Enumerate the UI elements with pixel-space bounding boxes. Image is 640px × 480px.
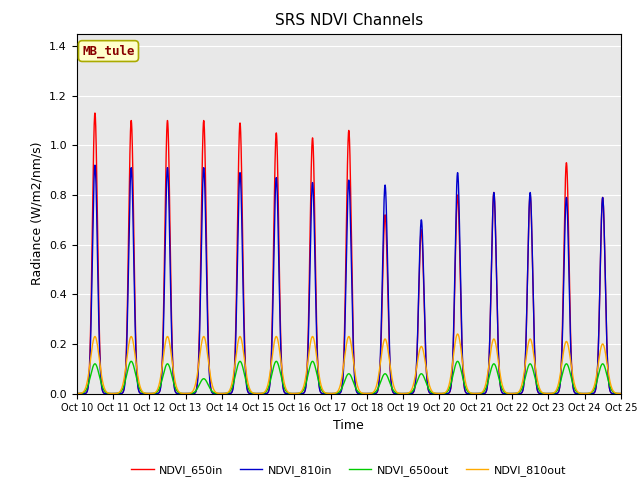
NDVI_650in [424,384,431,390]
NDVI_650in [615,391,623,396]
Title: SRS NDVI Channels: SRS NDVI Channels [275,13,423,28]
NDVI_810in [184,391,191,396]
NDVI_810out [73,391,81,396]
NDVI_650out [189,390,197,396]
Line: NDVI_810in: NDVI_810in [77,165,621,394]
Text: MB_tule: MB_tule [82,44,135,58]
NDVI_810out [184,391,191,396]
NDVI_650out [73,391,81,396]
X-axis label: Time: Time [333,419,364,432]
NDVI_810out [501,389,509,395]
Y-axis label: Radiance (W/m2/nm/s): Radiance (W/m2/nm/s) [31,142,44,285]
NDVI_810in [617,391,625,396]
NDVI_810out [615,391,623,396]
NDVI_810out [454,331,461,337]
NDVI_810in [276,337,284,343]
NDVI_650out [501,390,509,396]
Line: NDVI_650out: NDVI_650out [77,361,621,394]
NDVI_650out [184,391,191,396]
NDVI_650out [127,359,135,364]
NDVI_810out [276,355,284,360]
NDVI_650out [615,391,623,396]
NDVI_810in [615,391,623,396]
NDVI_650in [276,326,284,332]
NDVI_650in [189,391,197,396]
NDVI_650out [276,371,284,376]
NDVI_810in [91,162,99,168]
NDVI_810in [501,391,509,396]
NDVI_650in [617,391,625,396]
NDVI_650out [617,391,625,396]
NDVI_810out [189,388,197,394]
Line: NDVI_650in: NDVI_650in [77,113,621,394]
NDVI_810in [189,391,197,396]
Line: NDVI_810out: NDVI_810out [77,334,621,394]
NDVI_810in [73,391,81,396]
NDVI_810out [424,375,431,381]
NDVI_650in [73,391,81,396]
Legend: NDVI_650in, NDVI_810in, NDVI_650out, NDVI_810out: NDVI_650in, NDVI_810in, NDVI_650out, NDV… [127,460,571,480]
NDVI_650out [424,384,431,390]
NDVI_810out [617,391,625,396]
NDVI_810in [424,384,431,390]
NDVI_650in [501,391,509,396]
NDVI_650in [184,391,191,396]
NDVI_650in [91,110,99,116]
